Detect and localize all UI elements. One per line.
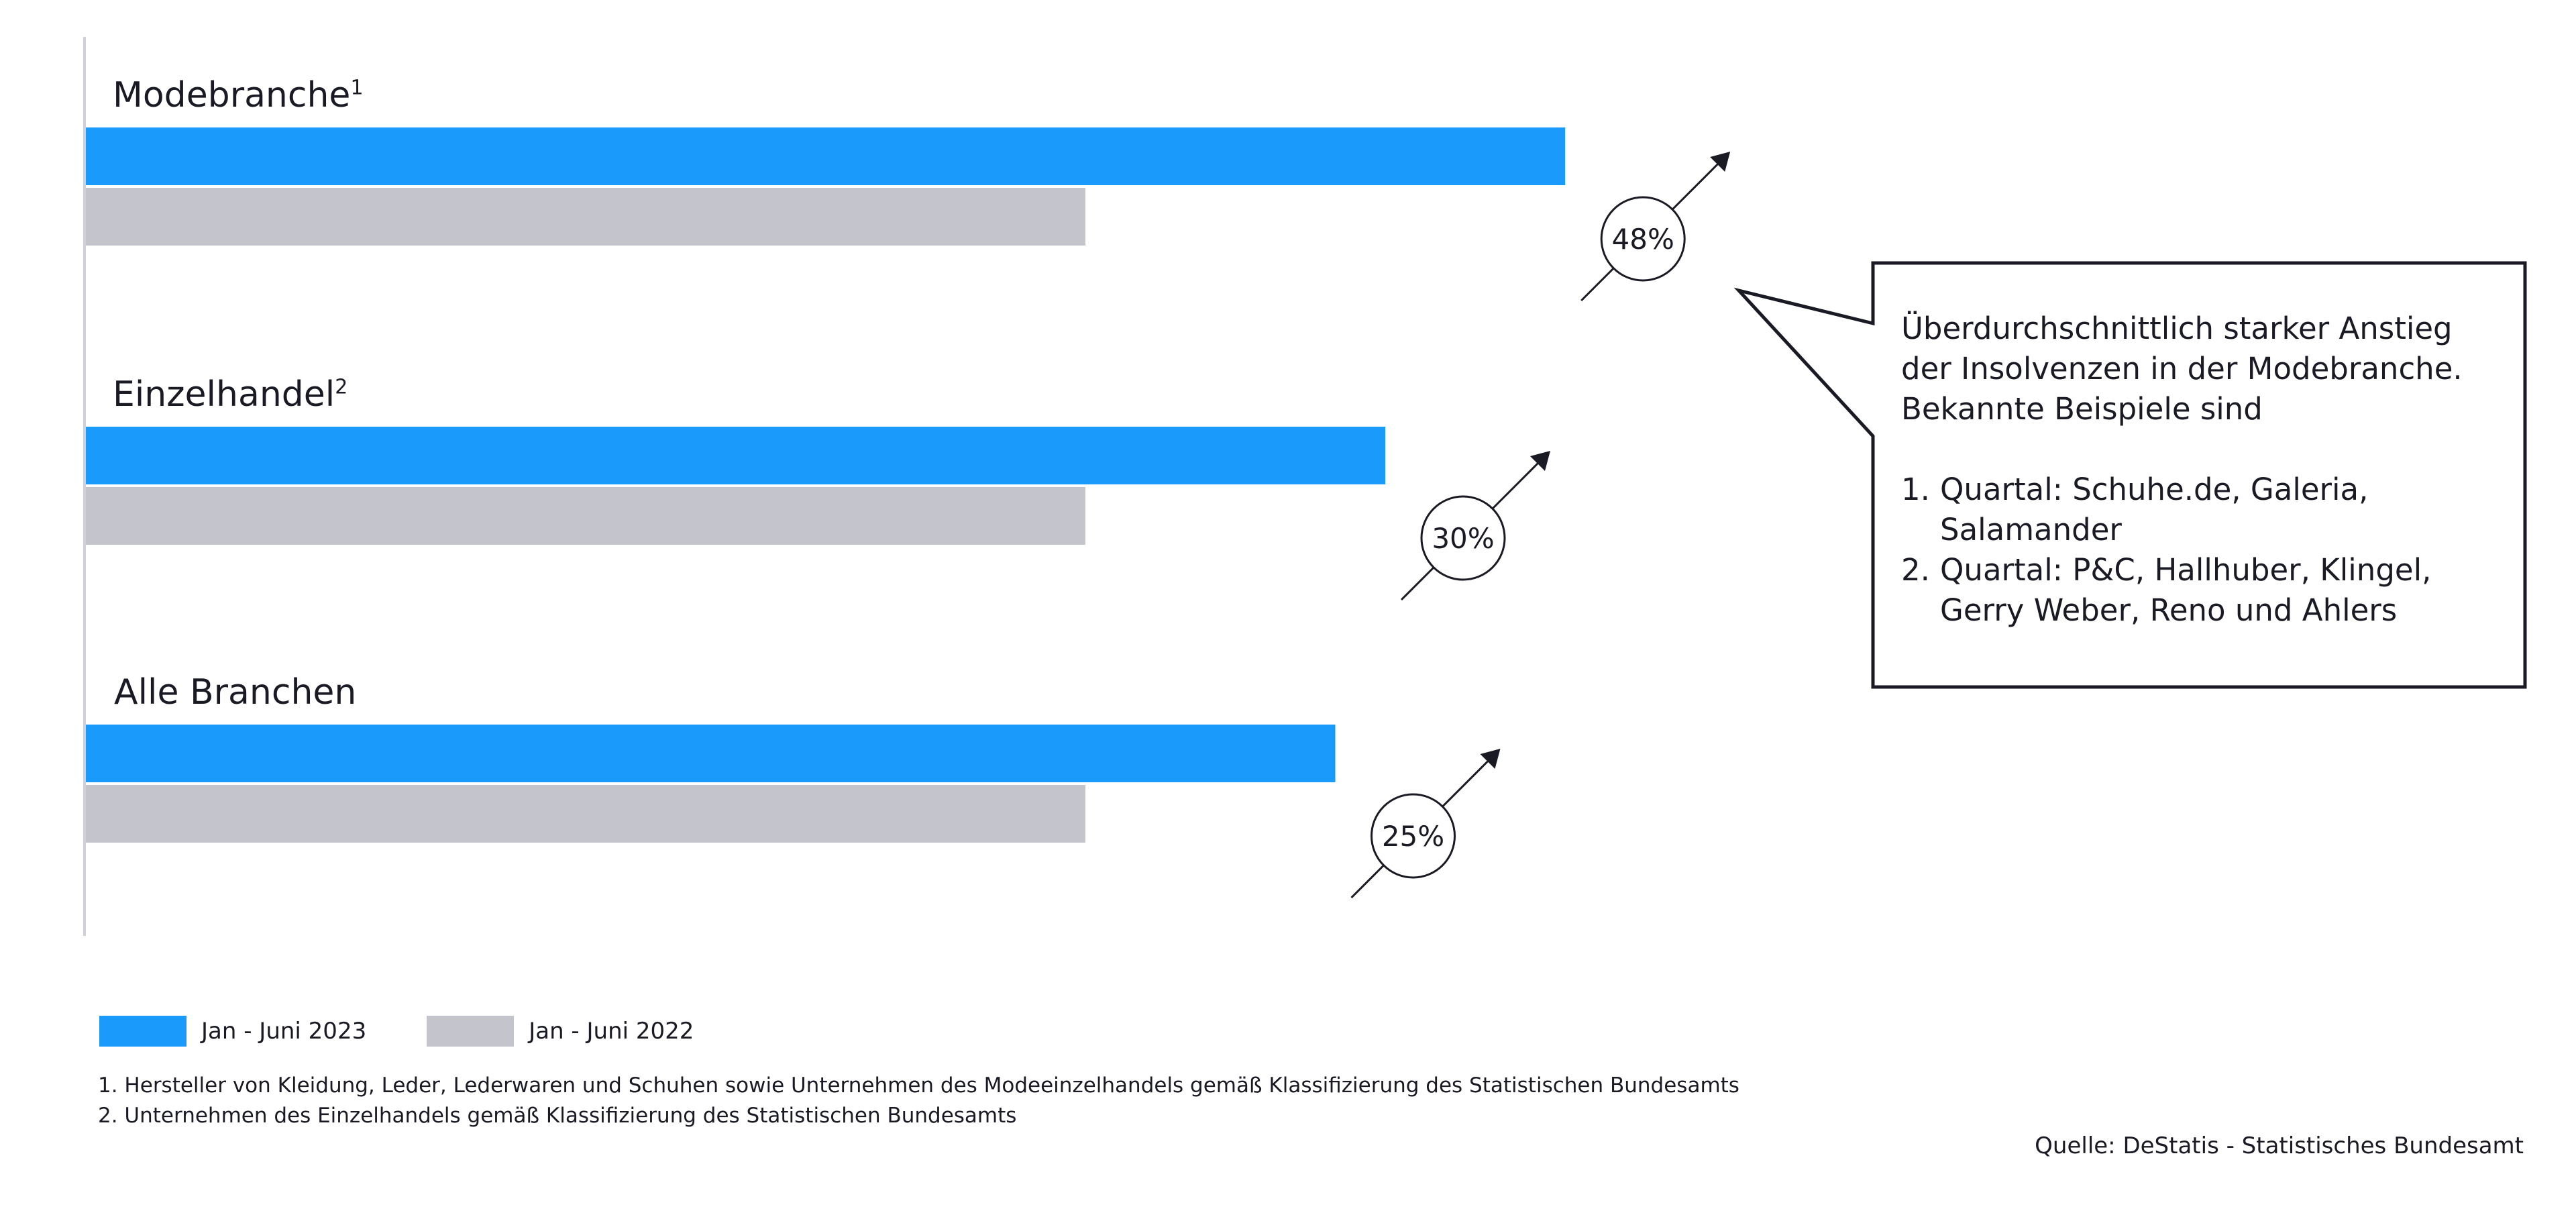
callout-item-number: 1. (1901, 472, 1930, 507)
callout-item-text: Quartal: P&C, Hallhuber, Klingel, Gerry … (1940, 552, 2432, 628)
callout-item-number: 2. (1901, 552, 1930, 588)
legend-item-2023: Jan - Juni 2023 (99, 1016, 366, 1047)
footnote-2: 2. Unternehmen des Einzelhandels gemäß K… (98, 1104, 1017, 1128)
arrow-shaft (1491, 460, 1541, 510)
callout-box (1733, 261, 2527, 689)
bar-modebranche-series-1 (86, 127, 1566, 185)
bar-alle-branchen-series-1 (86, 725, 1336, 782)
legend-swatch-grey (427, 1016, 515, 1047)
footnote-mark-2: 2 (335, 375, 348, 399)
arrow-tail (1350, 864, 1385, 899)
arrow-tail (1400, 566, 1435, 601)
callout-list: 1. Quartal: Schuhe.de, Galeria, Salamand… (1901, 470, 2505, 631)
footnote-mark-1: 1 (350, 76, 364, 100)
callout-item-text: Quartal: Schuhe.de, Galeria, Salamander (1940, 472, 2369, 547)
footnote-1: 1. Hersteller von Kleidung, Leder, Leder… (98, 1073, 1739, 1098)
change-badge-alle-branchen: 25% (1350, 749, 1501, 899)
category-label-einzelhandel: Einzelhandel2 (113, 374, 348, 415)
legend-label: Jan - Juni 2022 (529, 1018, 694, 1045)
source-note: Quelle: DeStatis - Statistisches Bundesa… (2035, 1132, 2524, 1159)
change-badge-circle (1600, 196, 1686, 282)
change-badge-circle (1420, 495, 1506, 581)
bar-einzelhandel-series-2 (86, 487, 1085, 545)
category-label-modebranche: Modebranche1 (113, 75, 364, 115)
callout-list-item: 2. Quartal: P&C, Hallhuber, Klingel, Ger… (1901, 550, 2505, 631)
footnotes: 1. Hersteller von Kleidung, Leder, Leder… (98, 1071, 1739, 1131)
change-label: 48% (1612, 223, 1674, 256)
callout-intro: Überdurchschnittlich starker Anstieg der… (1901, 311, 2463, 427)
legend-label: Jan - Juni 2023 (201, 1018, 367, 1045)
legend-swatch-blue (99, 1016, 186, 1047)
arrow-shaft (1442, 758, 1491, 808)
arrow-shaft (1672, 161, 1721, 211)
change-badge-einzelhandel: 30% (1400, 451, 1550, 601)
arrow-up-right-icon (1480, 749, 1501, 769)
callout-list-item: 1. Quartal: Schuhe.de, Galeria, Salamand… (1901, 470, 2505, 550)
bar-modebranche-series-2 (86, 188, 1085, 246)
bar-alle-branchen-series-2 (86, 785, 1085, 843)
category-label-alle-branchen: Alle Branchen (114, 672, 357, 712)
bar-chart: 48% 30% 25% (83, 37, 2527, 936)
arrow-up-right-icon (1710, 152, 1731, 172)
change-label: 30% (1432, 522, 1494, 555)
change-label: 25% (1382, 820, 1444, 853)
change-badge-circle (1371, 793, 1456, 879)
arrow-tail (1580, 267, 1615, 302)
legend-item-2022: Jan - Juni 2022 (427, 1016, 694, 1047)
callout-text: Überdurchschnittlich starker Anstieg der… (1901, 309, 2505, 631)
chart-legend: Jan - Juni 2023 Jan - Juni 2022 (99, 1016, 754, 1047)
arrow-up-right-icon (1530, 451, 1550, 471)
bar-einzelhandel-series-1 (86, 427, 1385, 484)
change-badge-modebranche: 48% (1580, 152, 1731, 302)
